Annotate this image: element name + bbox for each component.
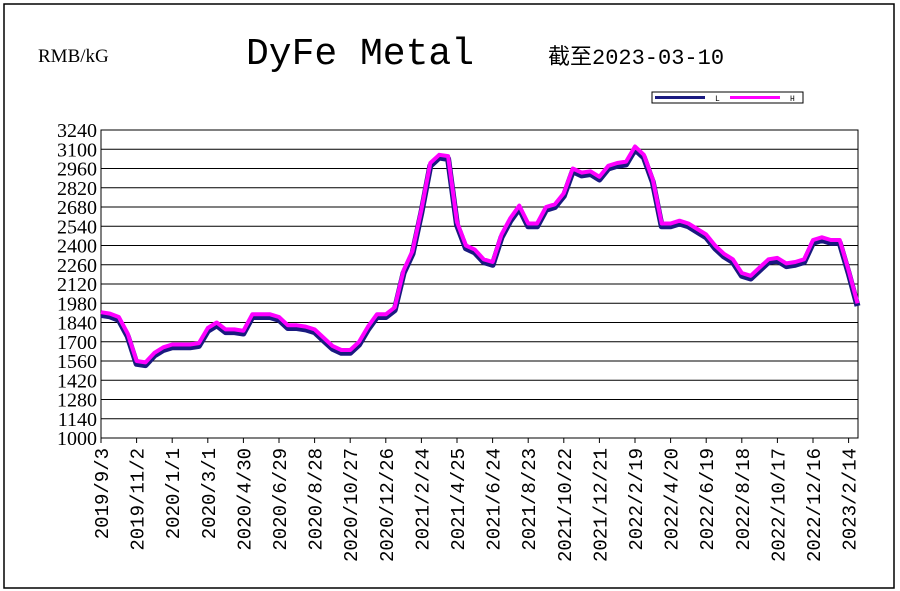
- chart-subtitle: 截至2023-03-10: [548, 45, 724, 71]
- x-tick-label: 2020/4/30: [234, 448, 256, 551]
- x-tick-label: 2020/8/28: [306, 448, 328, 551]
- x-tick-label: 2019/9/3: [92, 448, 114, 539]
- y-tick-label: 1280: [57, 390, 97, 412]
- y-tick-label: 2260: [57, 255, 97, 277]
- y-tick-label: 1560: [57, 351, 97, 373]
- x-tick-label: 2021/6/24: [484, 448, 506, 551]
- x-tick-label: 2022/6/19: [697, 448, 719, 551]
- x-tick-label: 2020/1/1: [163, 448, 185, 539]
- x-tick-label: 2020/3/1: [199, 448, 221, 539]
- legend-label: H: [790, 95, 795, 104]
- y-tick-label: 2680: [57, 197, 97, 219]
- x-tick-label: 2022/2/19: [626, 448, 648, 551]
- legend-box: [651, 91, 804, 104]
- x-tick-label: 2021/12/21: [590, 448, 612, 562]
- y-tick-label: 2120: [57, 274, 97, 296]
- legend-label: L: [715, 95, 720, 104]
- y-tick-label: 1700: [57, 332, 97, 354]
- y-tick-label: 1000: [57, 428, 97, 450]
- y-tick-label: 1420: [57, 370, 97, 392]
- y-tick-label: 2400: [57, 236, 97, 258]
- x-tick-label: 2020/6/29: [270, 448, 292, 551]
- y-tick-label: 2820: [57, 178, 97, 200]
- x-tick-label: 2019/11/2: [128, 448, 150, 551]
- x-tick-label: 2021/8/23: [519, 448, 541, 551]
- y-tick-label: 2960: [57, 159, 97, 181]
- x-tick-label: 2021/2/24: [412, 448, 434, 551]
- x-tick-label: 2021/4/25: [448, 448, 470, 551]
- x-tick-label: 2022/4/20: [662, 448, 684, 551]
- x-tick-label: 2021/10/22: [555, 448, 577, 562]
- y-tick-label: 1840: [57, 313, 97, 335]
- y-tick-label: 3100: [57, 139, 97, 161]
- x-tick-label: 2022/8/18: [733, 448, 755, 551]
- x-tick-label: 2020/10/27: [341, 448, 363, 562]
- x-tick-label: 2022/10/17: [768, 448, 790, 562]
- y-tick-label: 2540: [57, 216, 97, 238]
- x-tick-label: 2020/12/26: [377, 448, 399, 562]
- y-unit: RMB/kG: [38, 46, 109, 67]
- y-tick-label: 3240: [57, 120, 97, 142]
- chart-title: DyFe Metal: [246, 33, 474, 76]
- x-tick-label: 2023/2/14: [840, 448, 862, 551]
- y-tick-label: 1140: [58, 409, 97, 431]
- x-tick-label: 2022/12/16: [804, 448, 826, 562]
- y-tick-label: 1980: [57, 293, 97, 315]
- series-line: [100, 144, 860, 365]
